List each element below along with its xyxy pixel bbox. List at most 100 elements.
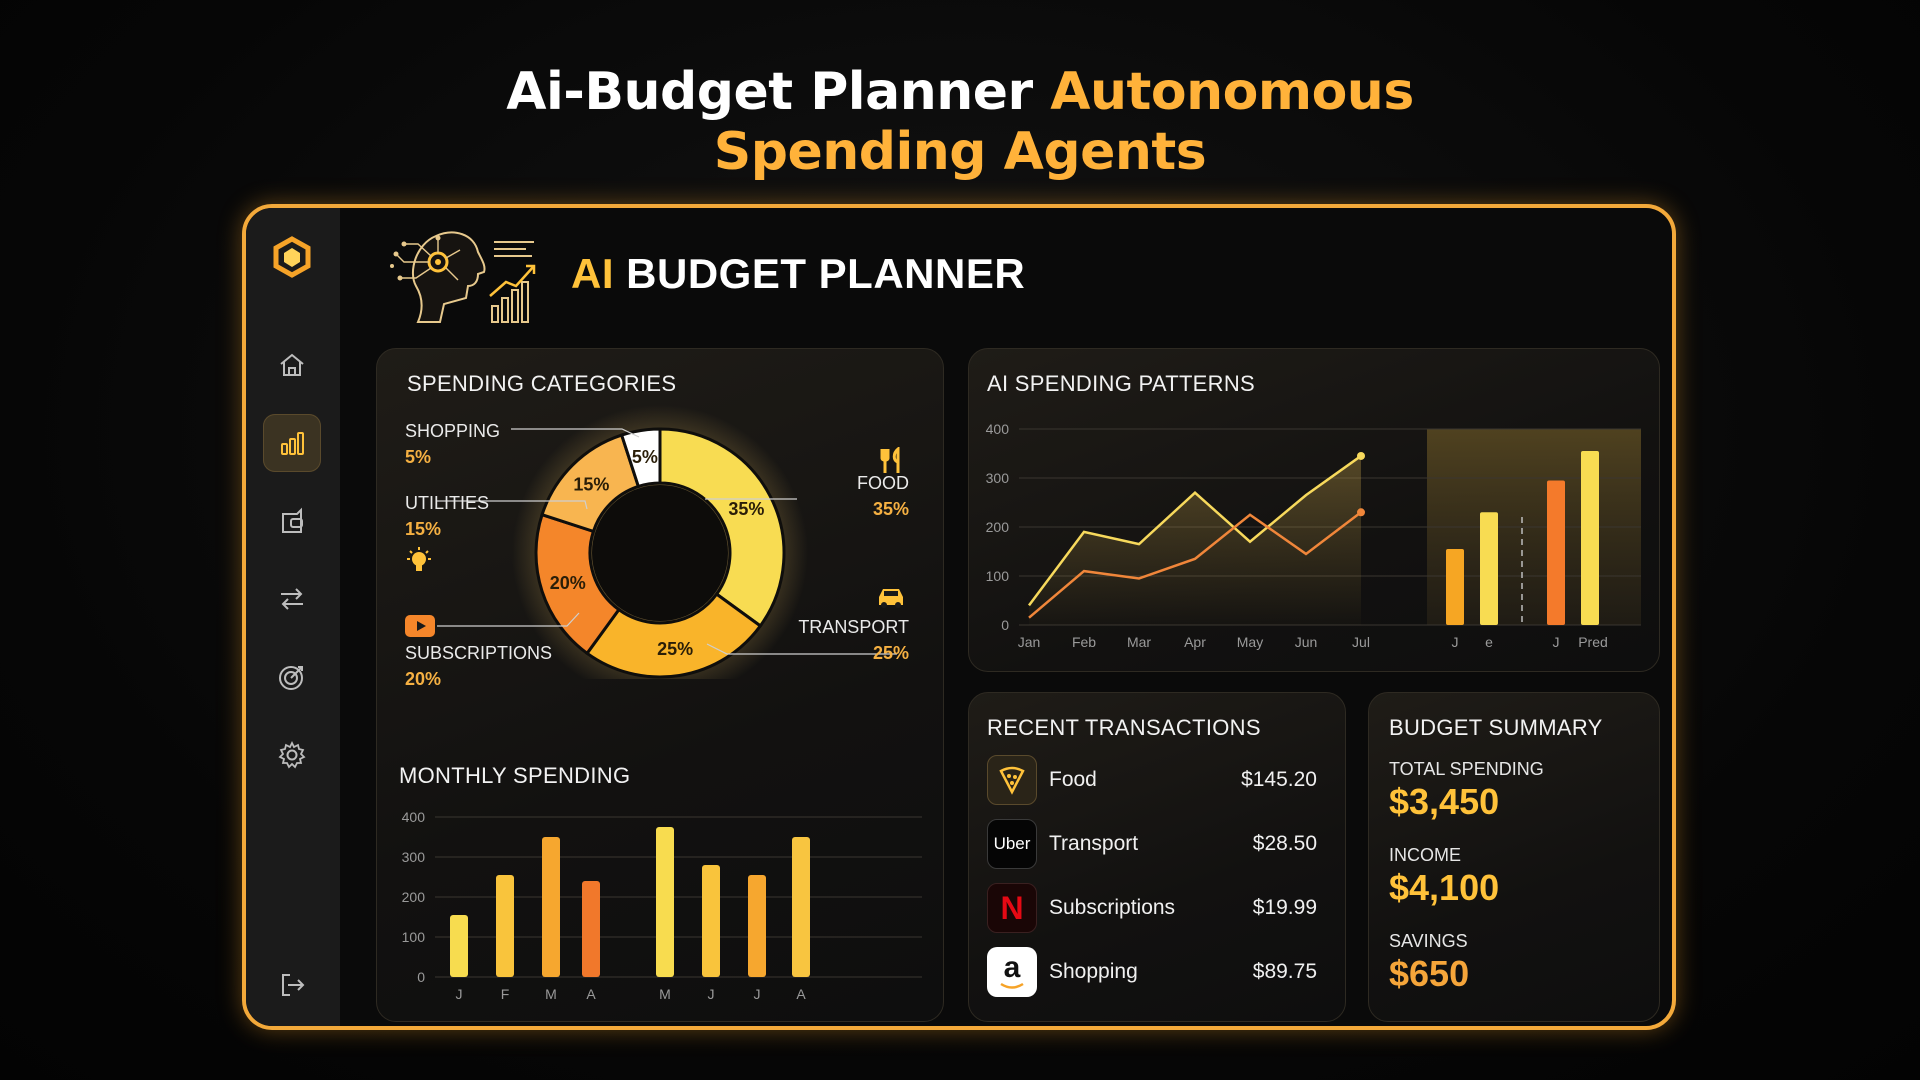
category-label-transport: TRANSPORT <box>798 617 909 637</box>
donut-slice-label: 5% <box>632 447 658 467</box>
y-tick-label: 300 <box>402 849 426 865</box>
app-window: AI BUDGET PLANNER SPENDING CATEGORIES 35… <box>242 204 1676 1030</box>
category-label-utilities: UTILITIES <box>405 493 490 513</box>
monthly-spending-title: MONTHLY SPENDING <box>399 763 631 788</box>
category-pct-subscriptions: 20% <box>405 669 442 689</box>
savings-value: $650 <box>1389 953 1470 994</box>
headline-line2: Spending Agents <box>713 122 1207 182</box>
donut-slice-label: 20% <box>550 573 586 593</box>
spending-categories-panel: SPENDING CATEGORIES 35% 25% 20% 15% 5% SHOP <box>376 348 944 1022</box>
category-pct-utilities: 15% <box>405 519 442 539</box>
app-title: AI BUDGET PLANNER <box>571 250 1025 298</box>
transaction-row[interactable]: N Subscriptions $19.99 <box>987 883 1317 935</box>
netflix-icon: N <box>987 883 1037 933</box>
x-tick-label: J <box>708 986 715 1002</box>
bar[interactable] <box>792 837 810 977</box>
donut-slice-label: 35% <box>728 499 764 519</box>
bar[interactable] <box>748 875 766 977</box>
transaction-row[interactable]: a Shopping $89.75 <box>987 947 1317 999</box>
lightbulb-icon <box>407 547 431 571</box>
donut-slice[interactable] <box>658 427 786 628</box>
x-tick-label: May <box>1237 634 1263 650</box>
bar-chart-icon <box>281 432 304 455</box>
budget-summary-title: BUDGET SUMMARY <box>1389 715 1603 740</box>
ai-spending-patterns-panel: AI SPENDING PATTERNS 0 100 200 300 400 Jan Feb… <box>968 348 1660 672</box>
bar[interactable] <box>450 915 468 977</box>
bar[interactable] <box>496 875 514 977</box>
app-logo-icon[interactable] <box>270 236 314 280</box>
donut-slice[interactable] <box>619 427 662 489</box>
x-tick-label: A <box>586 986 596 1002</box>
bar[interactable] <box>656 827 674 977</box>
amazon-icon: a <box>987 947 1037 997</box>
category-pct-transport: 25% <box>872 643 909 663</box>
transfer-icon <box>281 588 303 610</box>
y-tick-label: 300 <box>986 470 1010 486</box>
app-title-accent: AI <box>571 250 614 297</box>
sidebar-item-wallet[interactable] <box>263 492 321 550</box>
wallet-icon <box>282 507 303 533</box>
x-tick-label: M <box>659 986 671 1002</box>
sidebar-item-goals[interactable] <box>263 648 321 706</box>
prediction-bar[interactable] <box>1446 549 1464 625</box>
bar[interactable] <box>582 881 600 977</box>
y-tick-label: 100 <box>986 568 1010 584</box>
page-headline: Ai-Budget Planner Autonomous Spending Ag… <box>0 62 1920 182</box>
sidebar-logout[interactable] <box>263 956 321 1014</box>
series-end-point <box>1357 451 1365 460</box>
sidebar-item-home[interactable] <box>263 336 321 394</box>
settings-icon <box>278 740 306 769</box>
sidebar <box>246 208 340 1026</box>
x-tick-label: Feb <box>1072 634 1096 650</box>
prediction-bar[interactable] <box>1581 451 1599 625</box>
x-tick-label: J <box>456 986 463 1002</box>
headline-orange: Autonomous <box>1050 62 1414 122</box>
amazon-smile-icon <box>1000 982 1024 989</box>
recent-transactions-panel: RECENT TRANSACTIONS Food $145.20 Uber Tr… <box>968 692 1346 1022</box>
donut-chart: 35% 25% 20% 15% 5% <box>437 405 897 679</box>
y-tick-label: 200 <box>986 519 1010 535</box>
monthly-spending-chart: 0 100 200 300 400 J F M A M J J A <box>402 809 922 1002</box>
prediction-bar[interactable] <box>1480 512 1498 625</box>
bar[interactable] <box>542 837 560 977</box>
ai-brain-illustration <box>390 231 536 323</box>
x-tick-label: Jul <box>1352 634 1370 650</box>
fork-knife-icon <box>880 447 900 473</box>
x-tick-label: J <box>1553 634 1560 650</box>
sidebar-item-transfers[interactable] <box>263 570 321 628</box>
bar[interactable] <box>702 865 720 977</box>
headline-white: Ai-Budget Planner <box>506 62 1033 122</box>
pizza-icon <box>987 755 1037 805</box>
ai-spending-patterns-title: AI SPENDING PATTERNS <box>987 371 1256 396</box>
app-title-rest: BUDGET PLANNER <box>626 250 1026 297</box>
home-icon <box>280 353 304 376</box>
budget-summary-panel: BUDGET SUMMARY TOTAL SPENDING $3,450 INC… <box>1368 692 1660 1022</box>
transaction-row[interactable]: Food $145.20 <box>987 755 1317 807</box>
sidebar-item-analytics[interactable] <box>263 414 321 472</box>
x-tick-label: J <box>754 986 761 1002</box>
category-label-food: FOOD <box>857 473 909 493</box>
category-pct-shopping: 5% <box>405 447 432 467</box>
y-tick-label: 100 <box>402 929 426 945</box>
x-tick-label: e <box>1485 634 1493 650</box>
series-area <box>1029 455 1361 625</box>
recent-transactions-title: RECENT TRANSACTIONS <box>987 715 1261 740</box>
sidebar-item-settings[interactable] <box>263 726 321 784</box>
category-label-shopping: SHOPPING <box>405 421 501 441</box>
transaction-name: Food <box>1049 768 1097 791</box>
x-tick-label: Apr <box>1184 634 1206 650</box>
transaction-name: Subscriptions <box>1049 896 1176 919</box>
income-value: $4,100 <box>1389 867 1500 908</box>
spending-categories-title: SPENDING CATEGORIES <box>407 371 677 396</box>
youtube-icon <box>405 615 435 637</box>
transaction-row[interactable]: Uber Transport $28.50 <box>987 819 1317 871</box>
donut-slice[interactable] <box>585 592 763 679</box>
target-icon <box>279 666 303 690</box>
prediction-bar[interactable] <box>1547 480 1565 625</box>
amazon-letter: a <box>1003 951 1021 984</box>
logout-icon <box>282 974 305 996</box>
y-tick-label: 400 <box>402 809 426 825</box>
x-tick-label: J <box>1452 634 1459 650</box>
transaction-amount: $145.20 <box>1241 768 1317 791</box>
